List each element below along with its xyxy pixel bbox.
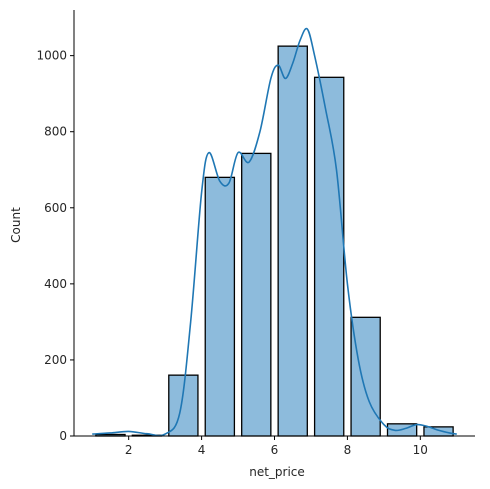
y-tick-label: 200 [44, 353, 67, 367]
histogram-bar [241, 152, 272, 437]
kde-line [92, 27, 457, 437]
x-axis-ticks: 2 4 6 8 10 [125, 436, 428, 457]
y-tick-label: 400 [44, 277, 67, 291]
histogram-bar [313, 76, 345, 437]
histogram-bar [204, 176, 236, 437]
histogram-bar [423, 426, 454, 437]
y-tick-label: 1000 [36, 49, 67, 63]
x-axis-title: net_price [249, 465, 305, 479]
y-axis-ticks: 0 200 400 600 800 1000 [36, 49, 74, 443]
y-axis-title: Count [9, 207, 23, 243]
plot-area: 2 4 6 8 10 0 200 400 600 800 1000 [36, 10, 475, 457]
x-tick-label: 8 [344, 443, 352, 457]
y-tick-label: 600 [44, 201, 67, 215]
histogram-bar [350, 316, 381, 437]
y-tick-label: 0 [59, 429, 67, 443]
x-tick-label: 6 [271, 443, 279, 457]
x-tick-label: 4 [198, 443, 206, 457]
x-tick-label: 10 [413, 443, 428, 457]
y-tick-label: 800 [44, 125, 67, 139]
histogram-bars [95, 45, 454, 437]
histogram-bar [277, 45, 308, 437]
x-tick-label: 2 [125, 443, 133, 457]
